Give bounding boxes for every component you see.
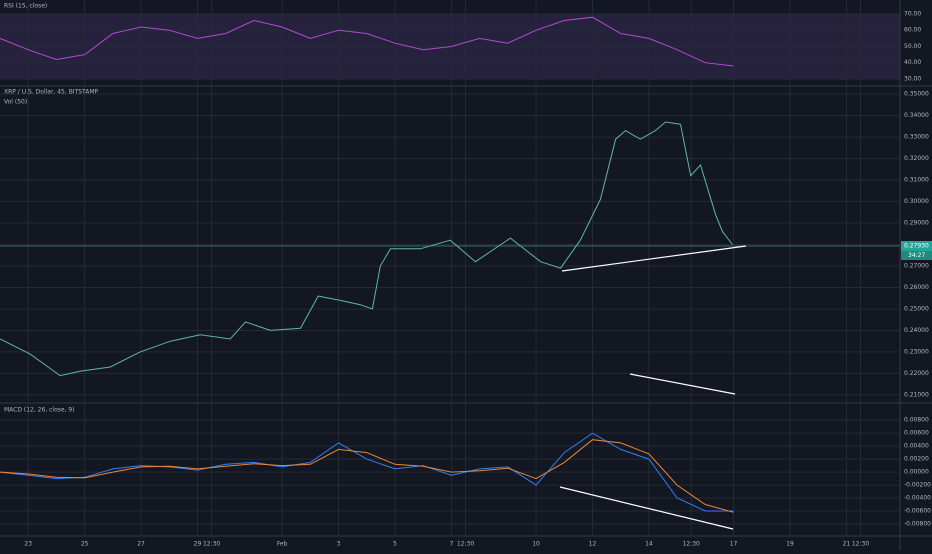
y-tick-label: -0.00800 bbox=[904, 520, 931, 527]
series-line bbox=[0, 16, 734, 67]
last-price-box bbox=[901, 241, 932, 252]
countdown-box bbox=[901, 251, 932, 261]
series-line bbox=[0, 439, 734, 513]
last-price-label: 0.27930 bbox=[904, 243, 929, 250]
x-tick-label: 23 bbox=[24, 541, 32, 548]
x-tick-label: 10 bbox=[532, 541, 540, 548]
y-tick-label: 0.33000 bbox=[904, 134, 929, 141]
trend-line bbox=[629, 373, 736, 395]
pane-title: XRP / U.S. Dollar, 45, BITSTAMP bbox=[4, 89, 99, 96]
y-tick-label: 0.00200 bbox=[904, 456, 929, 463]
y-tick-label: 0.35000 bbox=[904, 91, 929, 98]
y-tick-label: -0.00200 bbox=[904, 482, 931, 489]
series-line bbox=[0, 432, 734, 512]
y-tick-label: 0.34000 bbox=[904, 112, 929, 119]
x-tick-label: 12:30 bbox=[683, 541, 700, 548]
y-tick-label: 0.21000 bbox=[904, 391, 929, 398]
x-tick-label: 17 bbox=[730, 541, 738, 548]
y-tick-label: 40.00 bbox=[904, 59, 921, 66]
y-tick-label: 0.25000 bbox=[904, 305, 929, 312]
countdown: 34:27 bbox=[908, 252, 925, 259]
trend-line bbox=[561, 245, 747, 272]
y-tick-label: 0.23000 bbox=[904, 348, 929, 355]
y-tick-label: 0.00600 bbox=[904, 430, 929, 437]
pane-subtitle: Vol (50) bbox=[4, 99, 27, 106]
x-tick-label: 19 bbox=[786, 541, 794, 548]
y-tick-label: 0.26000 bbox=[904, 284, 929, 291]
x-tick-label: 12:30 bbox=[457, 541, 474, 548]
y-tick-label: 0.29000 bbox=[904, 220, 929, 227]
x-tick-label: 25 bbox=[81, 541, 89, 548]
x-tick-label: 12:30 bbox=[203, 541, 220, 548]
y-tick-label: 0.31000 bbox=[904, 177, 929, 184]
y-tick-label: 60.00 bbox=[904, 27, 921, 34]
x-tick-label: 12:30 bbox=[852, 541, 869, 548]
pane-title: RSI (15, close) bbox=[4, 3, 47, 10]
y-tick-label: 50.00 bbox=[904, 43, 921, 50]
x-tick-label: 7 bbox=[449, 541, 453, 548]
y-tick-label: 0.22000 bbox=[904, 370, 929, 377]
y-tick-label: 0.32000 bbox=[904, 155, 929, 162]
y-tick-label: -0.00400 bbox=[904, 495, 931, 502]
x-tick-label: 12 bbox=[589, 541, 597, 548]
x-tick-label: 14 bbox=[645, 541, 653, 548]
x-tick-label: Feb bbox=[277, 541, 288, 548]
y-tick-label: 0.00000 bbox=[904, 469, 929, 476]
y-tick-label: 0.24000 bbox=[904, 327, 929, 334]
y-tick-label: 70.00 bbox=[904, 10, 921, 17]
y-tick-label: -0.00600 bbox=[904, 508, 931, 515]
y-tick-label: 0.30000 bbox=[904, 198, 929, 205]
x-tick-label: 21 bbox=[843, 541, 851, 548]
x-tick-label: 5 bbox=[393, 541, 397, 548]
series-line bbox=[0, 121, 733, 377]
y-tick-label: 0.00800 bbox=[904, 417, 929, 424]
trend-line bbox=[559, 486, 734, 530]
x-tick-label: 29 bbox=[194, 541, 202, 548]
x-tick-label: 3 bbox=[337, 541, 341, 548]
y-tick-label: 0.27000 bbox=[904, 262, 929, 269]
pane-title: MACD (12, 26, close, 9) bbox=[4, 407, 75, 414]
y-tick-label: 30.00 bbox=[904, 75, 921, 82]
y-tick-label: 0.00400 bbox=[904, 443, 929, 450]
x-tick-label: 27 bbox=[137, 541, 145, 548]
